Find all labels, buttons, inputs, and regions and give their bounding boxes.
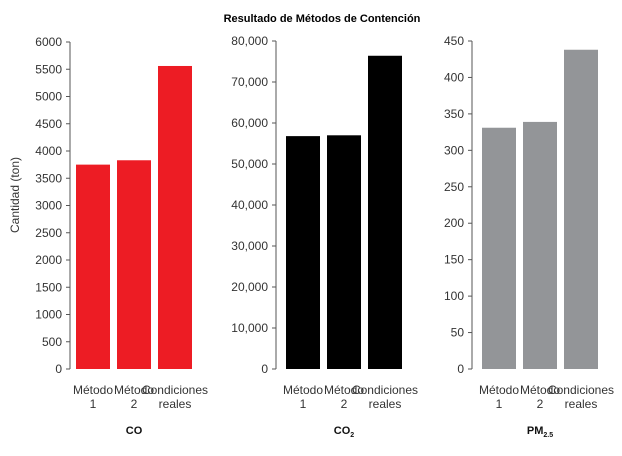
x-tick-label: Condiciones reales <box>548 383 614 411</box>
y-tick-label: 80,000 <box>231 34 268 48</box>
x-tick-label: Condiciones reales <box>142 383 208 411</box>
y-tick-label: 3500 <box>35 171 62 185</box>
y-tick-label: 200 <box>444 216 464 230</box>
y-tick-label: 30,000 <box>231 239 268 253</box>
x-axis-title: CO <box>126 425 143 437</box>
y-tick-label: 2500 <box>35 226 62 240</box>
x-tick-label: Método 1 <box>479 383 519 411</box>
x-axis-title: CO2 <box>334 425 355 439</box>
bar-3 <box>158 65 192 369</box>
y-tick-label: 0 <box>457 362 464 376</box>
y-tick-label: 70,000 <box>231 75 268 89</box>
y-tick-label: 350 <box>444 107 464 121</box>
y-tick-label: 0 <box>55 362 62 376</box>
y-tick-label: 3000 <box>35 199 62 213</box>
x-tick-label: Método 1 <box>73 383 113 411</box>
y-tick-label: 150 <box>444 253 464 267</box>
y-tick-label: 300 <box>444 143 464 157</box>
bar-3 <box>368 55 402 369</box>
x-tick-label: Condiciones reales <box>352 383 418 411</box>
bar-1 <box>482 127 516 369</box>
chart-panel-3: 0 50 100 150 200 250 300 350 400 450 Método 1Método… <box>444 34 614 439</box>
y-tick-label: 1500 <box>35 280 62 294</box>
y-tick-label: 50 <box>451 326 465 340</box>
chart-title: Resultado de Métodos de Contención <box>224 13 421 25</box>
y-tick-label: 50,000 <box>231 157 268 171</box>
y-tick-label: 5500 <box>35 62 62 76</box>
bar-1 <box>76 164 110 369</box>
y-tick-label: 20,000 <box>231 280 268 294</box>
y-tick-label: 5000 <box>35 90 62 104</box>
x-tick-label: Método 2 <box>114 383 154 411</box>
y-tick-label: 100 <box>444 289 464 303</box>
bar-1 <box>286 136 320 369</box>
y-tick-label: 1000 <box>35 308 62 322</box>
y-tick-label: 0 <box>261 362 268 376</box>
bar-2 <box>117 160 151 369</box>
y-axis-label: Cantidad (ton) <box>8 157 22 233</box>
y-tick-label: 450 <box>444 34 464 48</box>
x-axis-title: PM2.5 <box>527 425 553 439</box>
y-tick-label: 400 <box>444 70 464 84</box>
chart-panel-2: 0 10,000 20,000 30,000 40,000 50,000 60,000 70,… <box>231 34 418 439</box>
bar-3 <box>564 49 598 369</box>
bar-2 <box>327 135 361 369</box>
x-tick-label: Método 2 <box>324 383 364 411</box>
y-tick-label: 2000 <box>35 253 62 267</box>
y-tick-label: 60,000 <box>231 116 268 130</box>
y-tick-label: 4500 <box>35 117 62 131</box>
y-tick-label: 500 <box>42 335 62 349</box>
x-tick-label: Método 1 <box>283 383 323 411</box>
y-tick-label: 6000 <box>35 35 62 49</box>
y-tick-label: 4000 <box>35 144 62 158</box>
bar-2 <box>523 121 557 369</box>
y-tick-label: 250 <box>444 180 464 194</box>
y-tick-label: 40,000 <box>231 198 268 212</box>
y-tick-label: 10,000 <box>231 321 268 335</box>
chart-panels: 0500100015002000250030003500400045005000… <box>35 34 614 439</box>
x-tick-label: Método 2 <box>520 383 560 411</box>
chart-panel-1: 0 500 1000 1500 2000 2500 3000 3500 4000 4500 5000… <box>35 35 208 437</box>
